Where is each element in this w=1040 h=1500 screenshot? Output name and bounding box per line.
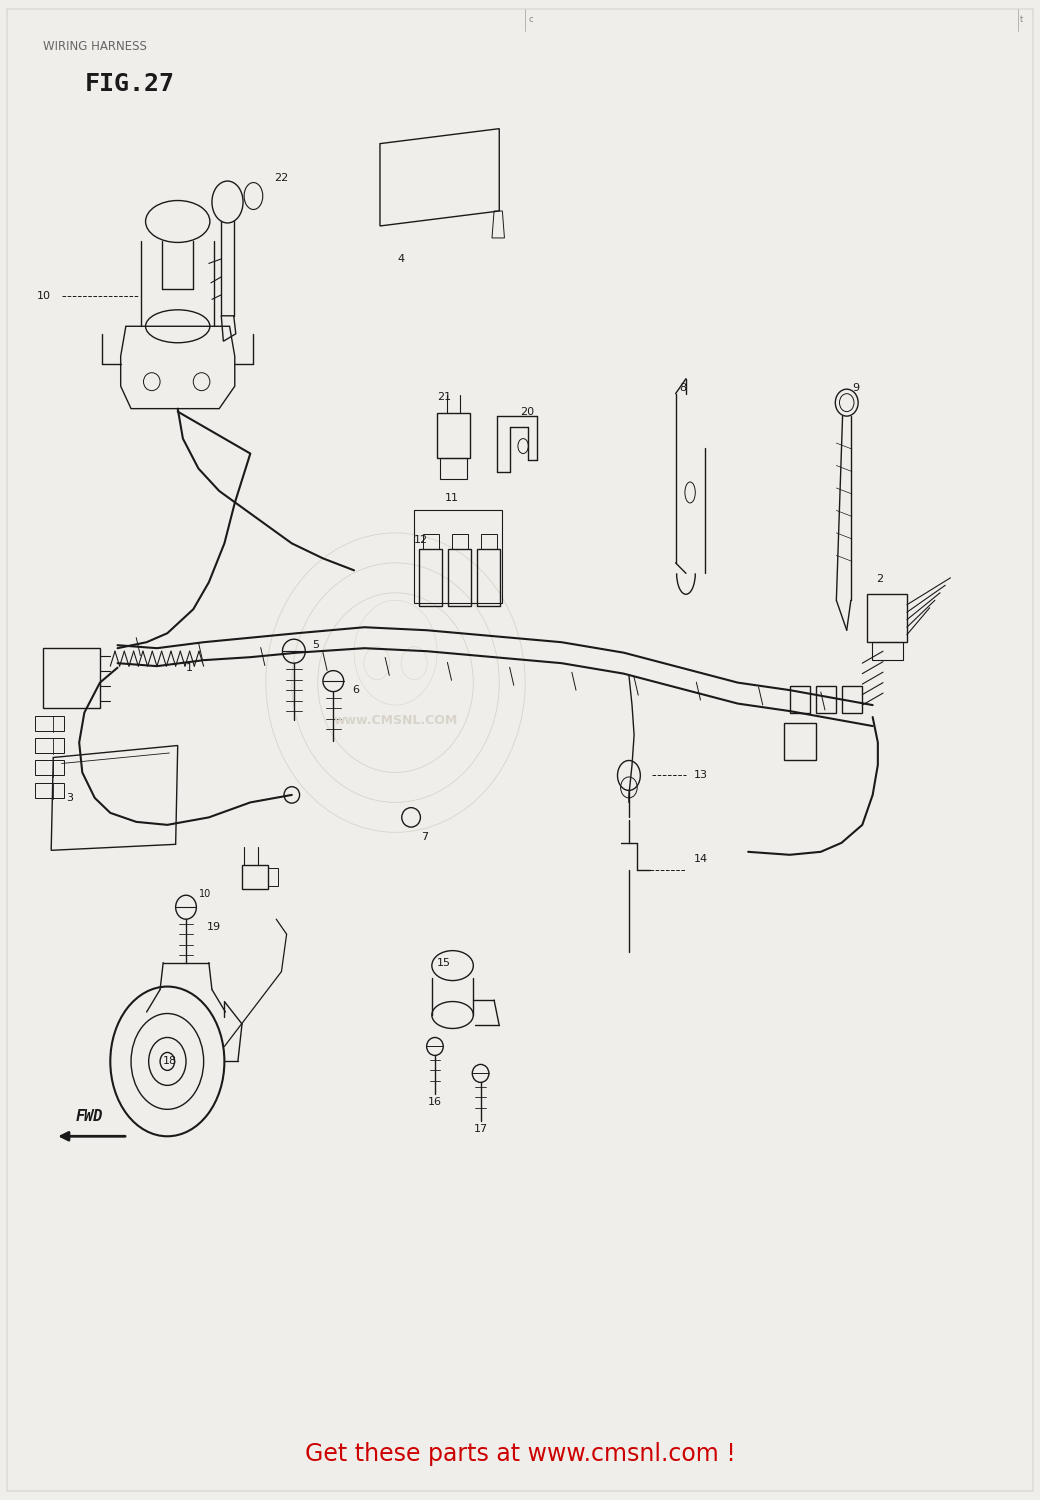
Bar <box>872 642 903 660</box>
Bar <box>437 413 470 458</box>
Bar <box>419 549 442 606</box>
Text: 10: 10 <box>37 291 51 302</box>
Text: WIRING HARNESS: WIRING HARNESS <box>43 40 147 53</box>
Bar <box>477 549 500 606</box>
Bar <box>815 686 836 712</box>
Bar <box>422 534 439 549</box>
Text: 5: 5 <box>313 640 319 650</box>
Text: 13: 13 <box>695 771 708 780</box>
Bar <box>43 648 100 708</box>
Bar <box>34 760 63 776</box>
Bar <box>268 868 279 886</box>
Text: t: t <box>1020 15 1023 24</box>
Bar <box>789 686 810 712</box>
Bar <box>34 716 63 730</box>
Bar <box>480 534 497 549</box>
Text: 20: 20 <box>520 406 535 417</box>
Text: 12: 12 <box>414 536 428 546</box>
Text: 6: 6 <box>352 686 359 694</box>
Text: 15: 15 <box>437 957 451 968</box>
Text: 9: 9 <box>852 382 859 393</box>
Bar <box>242 865 268 889</box>
Text: 19: 19 <box>207 921 220 932</box>
Text: 10: 10 <box>199 888 211 898</box>
Text: 1: 1 <box>186 663 193 672</box>
Bar <box>841 686 862 712</box>
Bar <box>414 510 502 603</box>
Bar <box>34 738 63 753</box>
Text: 22: 22 <box>275 172 288 183</box>
Bar <box>867 594 907 642</box>
Text: 3: 3 <box>66 794 73 802</box>
Bar <box>440 458 467 478</box>
Text: Get these parts at www.cmsnl.com !: Get these parts at www.cmsnl.com ! <box>305 1442 735 1466</box>
Text: 4: 4 <box>397 254 405 264</box>
Text: 7: 7 <box>421 833 428 842</box>
Text: 14: 14 <box>695 855 708 864</box>
Text: 17: 17 <box>473 1124 488 1134</box>
Text: 16: 16 <box>427 1096 442 1107</box>
Bar <box>34 783 63 798</box>
Text: c: c <box>528 15 532 24</box>
Text: 21: 21 <box>437 392 451 402</box>
Bar <box>451 534 468 549</box>
Text: www.CMSNL.COM: www.CMSNL.COM <box>334 714 458 726</box>
Text: 11: 11 <box>445 494 460 504</box>
Text: 2: 2 <box>876 574 883 585</box>
Text: FWD: FWD <box>76 1110 103 1125</box>
Bar <box>784 723 815 760</box>
Text: 18: 18 <box>162 1056 177 1066</box>
Text: FIG.27: FIG.27 <box>84 72 175 96</box>
Bar <box>448 549 471 606</box>
Text: 8: 8 <box>680 382 686 393</box>
